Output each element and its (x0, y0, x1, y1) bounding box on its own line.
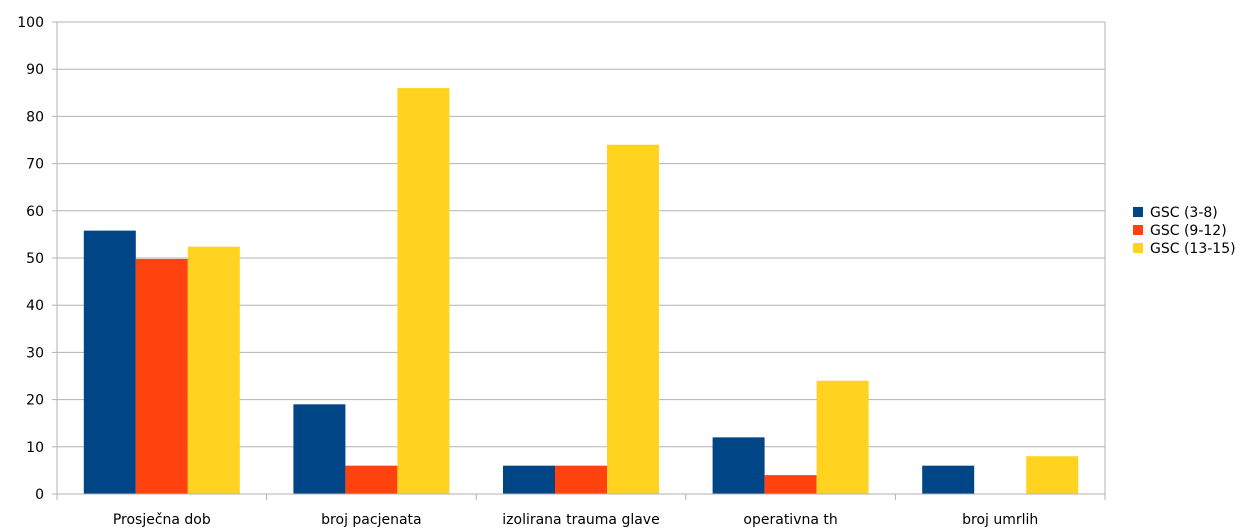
bar-3-1 (187, 246, 240, 494)
x-category-label: Prosječna dob (113, 512, 211, 528)
bar-1-2 (293, 404, 346, 494)
bar-1-3 (503, 465, 555, 494)
bar-1-4 (712, 437, 765, 494)
y-tick-label: 100 (17, 15, 44, 31)
y-tick-label: 0 (35, 487, 44, 503)
y-tick-label: 30 (26, 345, 44, 361)
legend: GSC (3-8) GSC (9-12) GSC (13-15) (1133, 205, 1236, 257)
bar-1-1 (83, 230, 136, 494)
legend-label: GSC (3-8) (1150, 205, 1218, 221)
y-tick-label: 60 (26, 204, 44, 220)
y-tick-label: 70 (26, 157, 44, 173)
y-tick-label: 10 (26, 440, 44, 456)
bar-3-4 (816, 380, 869, 494)
bar-1-5 (922, 465, 975, 494)
x-axis-categories: Prosječna dob broj pacjenata izolirana tra… (113, 512, 1038, 528)
bars (83, 88, 1079, 494)
bar-2-1 (135, 258, 188, 494)
legend-swatch (1133, 207, 1143, 217)
y-tick-label: 50 (26, 251, 44, 267)
bar-3-2 (397, 88, 450, 494)
y-axis-ticks: 0 10 20 30 40 50 60 70 80 90 100 (17, 15, 44, 503)
x-category-label: operativna th (743, 512, 837, 528)
legend-swatch (1133, 243, 1143, 253)
x-category-label: broj pacjenata (321, 512, 421, 528)
x-category-label: izolirana trauma glave (502, 512, 659, 528)
bar-2-3 (555, 465, 607, 494)
y-tick-label: 80 (26, 109, 44, 125)
x-category-label: broj umrlih (962, 512, 1038, 528)
axes (52, 21, 1106, 500)
y-tick-label: 40 (26, 298, 44, 314)
y-tick-label: 20 (26, 393, 44, 409)
bar-2-2 (345, 465, 398, 494)
bar-2-4 (764, 475, 817, 494)
legend-label: GSC (9-12) (1150, 223, 1227, 239)
y-tick-label: 90 (26, 62, 44, 78)
legend-label: GSC (13-15) (1150, 241, 1236, 257)
bar-3-5 (1026, 456, 1079, 494)
bar-3-3 (607, 144, 659, 494)
legend-swatch (1133, 225, 1143, 235)
